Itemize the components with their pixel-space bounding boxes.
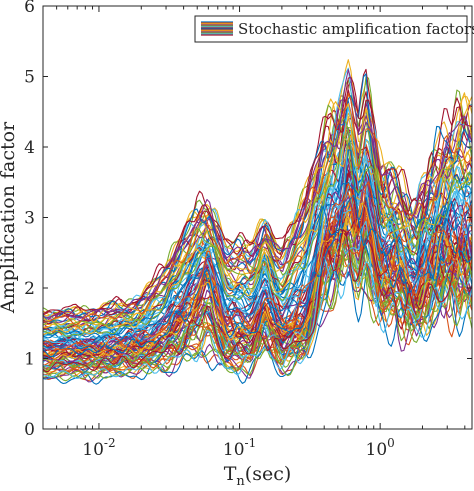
legend: Stochastic amplification factors (194, 15, 474, 43)
y-tick-label: 1 (24, 350, 35, 370)
series-line (43, 140, 472, 339)
series-line (43, 229, 472, 373)
series-line (43, 136, 472, 337)
series-lines (43, 59, 472, 385)
series-line (43, 100, 472, 325)
series-line (43, 236, 472, 379)
series-line (43, 92, 472, 323)
y-tick-label: 5 (24, 68, 35, 88)
series-line (43, 181, 472, 351)
series-line (43, 194, 472, 358)
series-line (43, 251, 472, 382)
series-line (43, 108, 472, 329)
x-axis-label-subscript: n (236, 474, 245, 489)
legend-swatch (201, 21, 233, 36)
x-tick-label: 10-1 (223, 436, 256, 460)
axis-ticks: 0 1 2 3 4 5 6 10-2 10-1 100 (24, 0, 472, 460)
series-line (43, 163, 472, 344)
series-line (43, 135, 472, 335)
series-line (43, 230, 472, 372)
y-tick-label: 0 (24, 420, 35, 440)
series-line (43, 261, 472, 379)
legend-label: Stochastic amplification factors (238, 20, 474, 38)
y-axis-label: Amplification factor (0, 121, 19, 314)
series-line (43, 92, 472, 326)
series-line (43, 69, 472, 319)
series-line (43, 76, 472, 316)
x-tick-label: 10-2 (82, 436, 115, 460)
x-axis-label: Tn(sec) (224, 463, 292, 489)
y-tick-label: 2 (24, 279, 35, 299)
x-tick-label: 100 (366, 436, 395, 460)
series-line (43, 73, 472, 323)
series-line (43, 221, 472, 372)
y-tick-label: 6 (24, 0, 35, 17)
series-line (43, 149, 472, 350)
x-axis-label-main: T (224, 463, 237, 485)
y-tick-label: 4 (24, 138, 35, 158)
x-axis-label-rest: (sec) (245, 463, 291, 485)
y-tick-label: 3 (24, 209, 35, 229)
legend-box (194, 15, 468, 43)
series-line (43, 185, 472, 351)
